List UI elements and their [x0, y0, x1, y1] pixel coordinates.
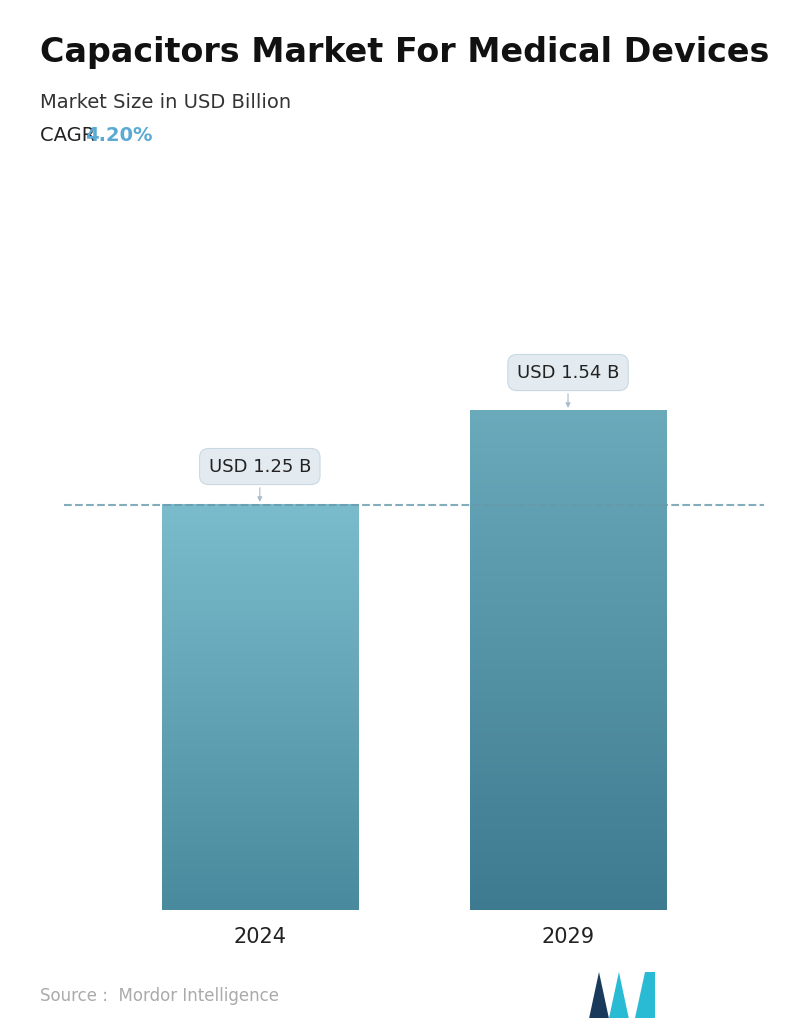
Text: 4.20%: 4.20% — [85, 126, 153, 145]
Text: Capacitors Market For Medical Devices: Capacitors Market For Medical Devices — [40, 36, 769, 69]
Text: USD 1.25 B: USD 1.25 B — [209, 457, 311, 500]
Text: Market Size in USD Billion: Market Size in USD Billion — [40, 93, 291, 112]
Text: Source :  Mordor Intelligence: Source : Mordor Intelligence — [40, 987, 279, 1005]
Text: CAGR: CAGR — [40, 126, 101, 145]
Text: USD 1.54 B: USD 1.54 B — [517, 364, 619, 406]
